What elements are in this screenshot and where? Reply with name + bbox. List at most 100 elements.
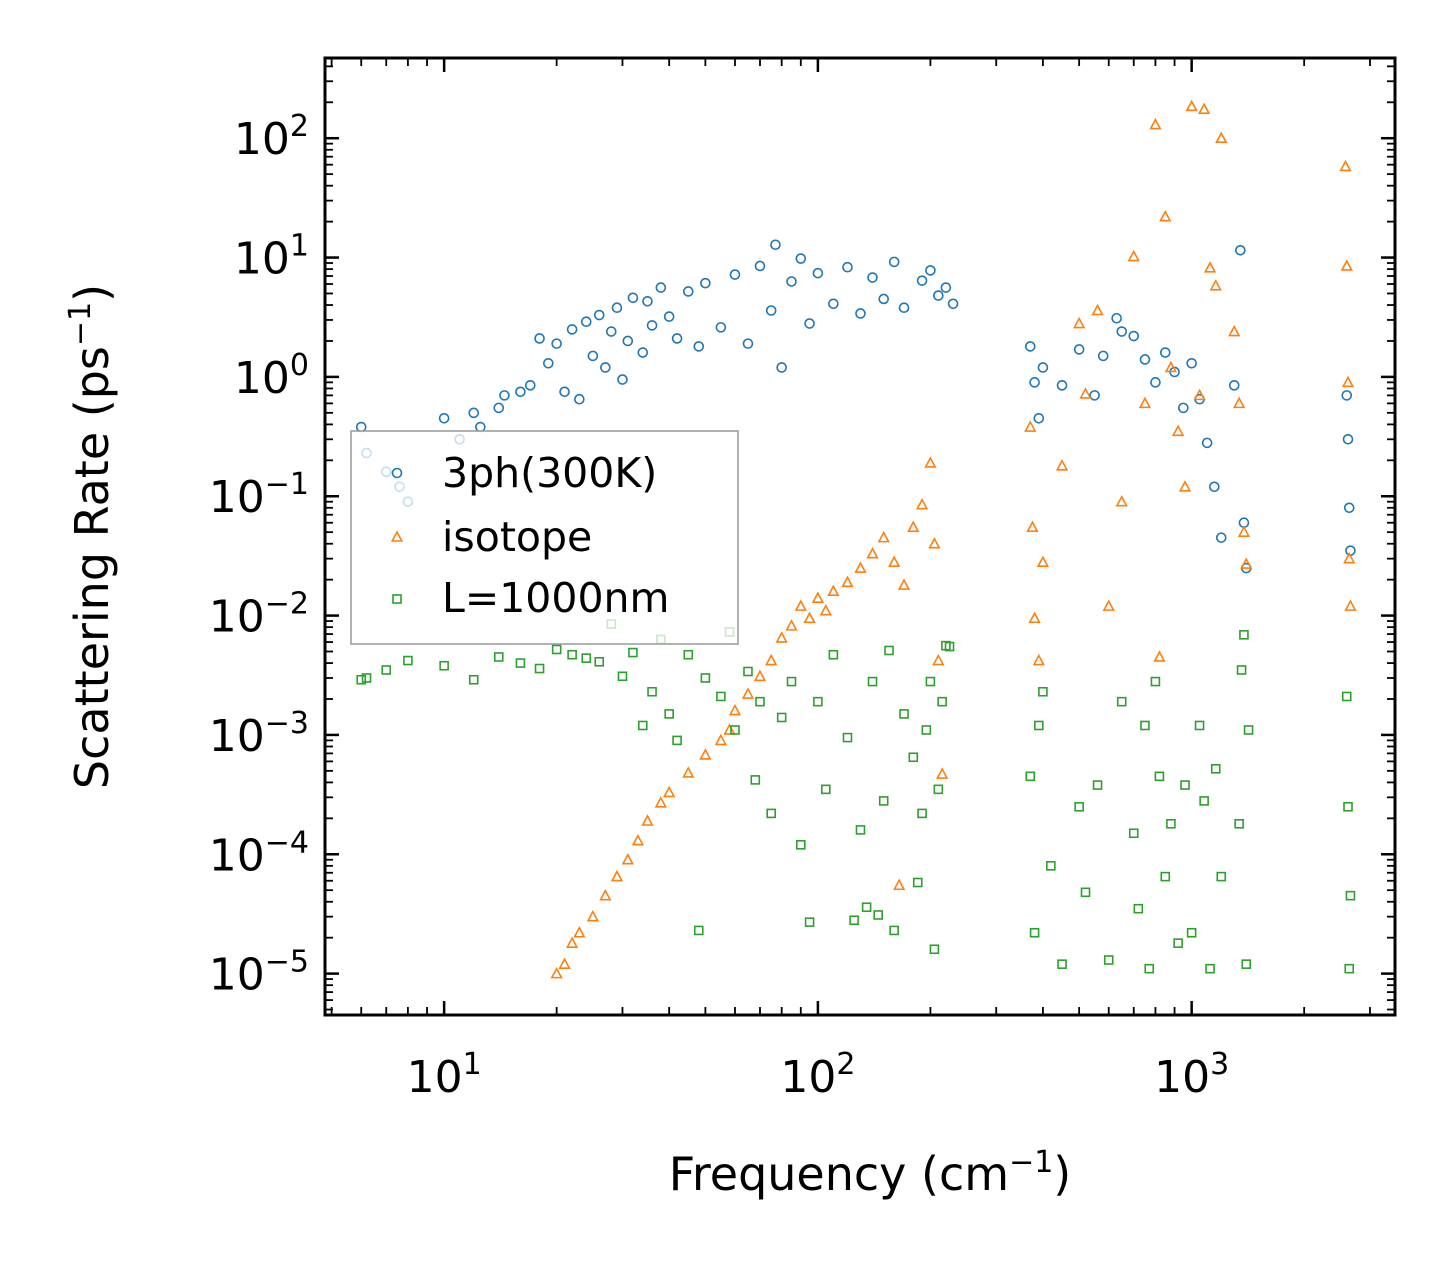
data-point [617, 374, 628, 385]
data-point [1235, 245, 1246, 256]
data-point [730, 725, 740, 735]
data-point [611, 302, 623, 314]
data-point [1185, 99, 1198, 112]
y-tick-label: 102 [234, 109, 309, 165]
y-tick-label: 10−4 [209, 825, 309, 881]
data-point [786, 276, 797, 287]
data-point [700, 277, 711, 289]
data-point [750, 775, 761, 785]
data-point [1173, 938, 1183, 948]
data-point [586, 909, 600, 922]
data-point [558, 957, 571, 969]
data-point [622, 335, 634, 347]
data-point [567, 649, 577, 660]
data-point [1057, 959, 1067, 969]
data-point [574, 393, 585, 405]
data-point [937, 696, 947, 707]
data-point [766, 808, 776, 819]
plot-frame [323, 56, 1397, 1017]
data-point [1344, 599, 1357, 611]
data-point [878, 796, 889, 806]
data-point [849, 915, 859, 926]
data-point [1089, 390, 1100, 401]
data-point [664, 709, 674, 719]
data-point [811, 591, 825, 603]
data-point [770, 239, 781, 251]
data-point [827, 584, 840, 597]
data-point [804, 318, 815, 329]
data-point [672, 735, 682, 746]
legend-marker-2 [392, 594, 402, 604]
data-point [928, 537, 941, 549]
data-point [1111, 312, 1122, 324]
data-point [1150, 676, 1161, 687]
data-point [898, 302, 910, 314]
data-point [908, 752, 919, 763]
data-point [925, 265, 936, 276]
data-point [593, 309, 605, 321]
data-point [925, 676, 936, 687]
data-point [1091, 303, 1104, 316]
data-point [742, 338, 754, 349]
data-point [1025, 771, 1036, 782]
series-1-points [550, 99, 1357, 979]
data-point [877, 530, 890, 543]
data-point [716, 691, 726, 702]
data-point [493, 402, 505, 414]
y-axis-label: Scattering Rate (ps−1) [63, 284, 119, 789]
data-point [1080, 887, 1091, 898]
data-point [1102, 599, 1115, 611]
data-point [878, 293, 890, 305]
data-point [1127, 249, 1140, 262]
data-point [729, 269, 741, 280]
data-point [741, 687, 755, 699]
data-point [1115, 495, 1128, 507]
data-point [361, 673, 372, 683]
data-point [723, 723, 736, 735]
data-point [551, 644, 562, 655]
data-point [1092, 780, 1103, 790]
data-point [628, 647, 638, 658]
data-point [1243, 725, 1254, 735]
data-point [947, 298, 959, 310]
data-point [1201, 437, 1213, 449]
data-point [893, 878, 906, 891]
data-point [897, 578, 911, 590]
data-point [356, 674, 367, 685]
data-point [381, 665, 392, 675]
data-point [700, 673, 711, 683]
data-point [403, 655, 413, 666]
data-point [1171, 424, 1185, 437]
data-point [916, 275, 928, 286]
data-point [841, 575, 854, 588]
data-point [819, 603, 832, 616]
y-tick-label: 101 [234, 229, 309, 285]
data-point [1341, 691, 1352, 702]
data-point [647, 686, 657, 697]
data-point [524, 380, 536, 391]
data-point [682, 766, 695, 778]
data-point [663, 785, 676, 798]
legend-label-boundary: L=1000nm [442, 574, 669, 622]
data-point [867, 272, 878, 283]
data-point [1186, 357, 1197, 369]
data-point [915, 497, 929, 510]
data-point [944, 641, 955, 652]
data-point [932, 653, 945, 666]
y-tick-label: 10−1 [209, 467, 309, 523]
data-point [715, 322, 727, 333]
data-point [1233, 396, 1246, 409]
data-point [1343, 551, 1356, 564]
data-point [1029, 377, 1040, 388]
data-point [1029, 927, 1040, 938]
data-point [682, 286, 694, 297]
data-point [646, 320, 658, 331]
data-point [1180, 780, 1190, 790]
data-point [1128, 828, 1139, 839]
data-point [1216, 871, 1227, 882]
data-point [1342, 433, 1354, 445]
data-point [693, 341, 705, 352]
data-point [1341, 375, 1355, 388]
data-point [621, 853, 634, 865]
data-point [867, 676, 878, 687]
